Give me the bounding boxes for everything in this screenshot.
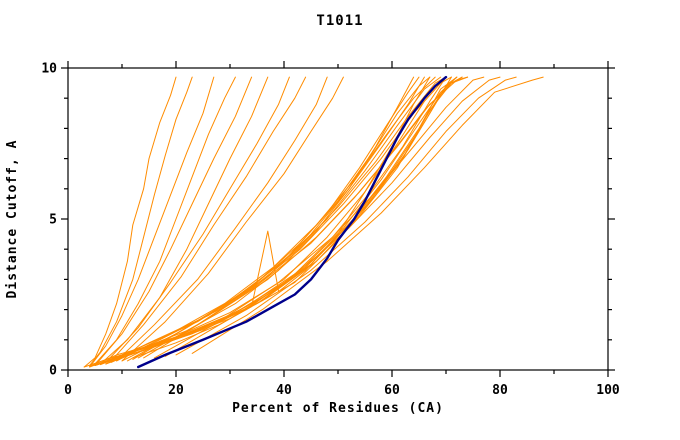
model-curve-32	[94, 76, 458, 366]
model-curve-28	[175, 76, 517, 356]
model-curve-33	[99, 76, 458, 366]
chart-title: T1011	[316, 13, 363, 29]
model-curve-5	[94, 76, 253, 366]
plot-layer: 0 20 40 60 80 100 0 5 10	[41, 61, 620, 398]
x-tick-label: 100	[596, 383, 620, 398]
model-curve-20	[137, 76, 463, 359]
model-curve-2	[89, 76, 193, 366]
model-curve-6	[99, 76, 269, 365]
model-curve-16	[116, 76, 436, 362]
model-curve-25	[105, 76, 469, 365]
x-tick-label: 0	[64, 383, 72, 398]
model-curve-27	[164, 76, 501, 357]
model-curve-19	[132, 76, 452, 360]
y-tick-label: 10	[41, 62, 57, 77]
model-curve-7	[105, 76, 290, 363]
model-curve-14	[105, 76, 431, 365]
plot-border	[67, 67, 609, 371]
x-axis-label: Percent of Residues (CA)	[232, 401, 444, 416]
model-curve-10	[121, 76, 344, 362]
y-tick-label: 5	[49, 213, 57, 228]
model-curve-31	[89, 76, 447, 367]
model-curve-12	[94, 76, 415, 366]
model-curve-15	[110, 76, 425, 363]
model-curve-8	[110, 76, 307, 362]
x-tick-label: 40	[276, 383, 292, 398]
model-curve-4	[94, 76, 236, 365]
x-tick-label: 20	[168, 383, 184, 398]
reference-curve	[136, 75, 448, 369]
x-tick-label: 80	[492, 383, 508, 398]
model-curve-23	[94, 76, 458, 366]
model-curve-3	[89, 76, 215, 368]
model-curve-1	[83, 76, 177, 368]
model-curve-29	[191, 76, 544, 354]
y-tick-label: 0	[49, 364, 57, 379]
x-tick-label: 60	[384, 383, 400, 398]
model-curve-9	[116, 76, 328, 362]
y-axis-label: Distance Cutoff, A	[5, 140, 20, 299]
